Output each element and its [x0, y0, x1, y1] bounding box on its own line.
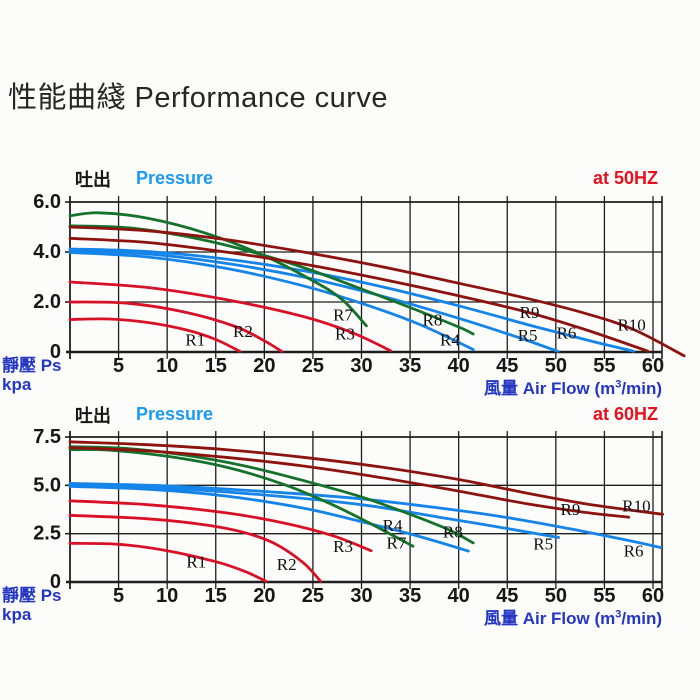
curve-label-r7: R7 [333, 306, 353, 325]
curve-r4 [68, 251, 475, 351]
curve-r1 [68, 317, 242, 353]
x-tick-label: 25 [302, 355, 324, 377]
curve-label-r9: R9 [520, 303, 540, 322]
x-tick-label: 15 [205, 355, 227, 377]
x-tick-label: 60 [642, 585, 664, 607]
curve-label-r6: R6 [557, 324, 577, 343]
pressure-label-cjk-60hz: 吐出 [75, 406, 111, 426]
curve-label-r1: R1 [185, 331, 205, 350]
curve-label-r7: R7 [387, 533, 407, 552]
y-axis-unit-line2: kpa [2, 375, 32, 394]
y-tick-label: 6.0 [33, 191, 61, 213]
y-axis-unit-line1: 靜壓 Ps [2, 356, 62, 375]
curve-label-r2: R2 [233, 322, 253, 341]
pressure-label-50hz: Pressure [136, 168, 214, 188]
curve-label-r3: R3 [333, 537, 353, 556]
curve-label-r4: R4 [440, 331, 460, 350]
x-tick-label: 40 [448, 585, 470, 607]
x-tick-label: 5 [113, 585, 124, 607]
curve-label-r8: R8 [443, 522, 463, 541]
x-tick-label: 20 [253, 585, 275, 607]
pressure-label-60hz: Pressure [136, 404, 214, 424]
curve-label-r9: R9 [560, 500, 580, 519]
y-axis-unit-line2: kpa [2, 605, 32, 624]
curve-r9 [68, 446, 631, 519]
curve-label-r8: R8 [423, 311, 443, 330]
curve-r2 [68, 513, 323, 583]
x-tick-label: 30 [350, 355, 372, 377]
x-tick-label: 45 [496, 585, 518, 607]
x-tick-label: 55 [593, 355, 615, 377]
y-tick-label: 7.5 [33, 426, 61, 448]
y-tick-label: 5.0 [33, 474, 61, 496]
x-tick-label: 35 [399, 355, 421, 377]
curve-r10 [68, 440, 665, 516]
x-tick-label: 20 [253, 355, 275, 377]
x-tick-label: 60 [642, 355, 664, 377]
y-axis-unit-line1: 靜壓 Ps [2, 586, 62, 605]
curve-label-r4: R4 [383, 516, 403, 535]
curve-label-r2: R2 [277, 555, 297, 574]
curve-r10 [68, 225, 686, 358]
x-tick-label: 25 [302, 585, 324, 607]
curve-label-r10: R10 [622, 497, 650, 516]
curve-label-r6: R6 [624, 542, 644, 561]
curve-r5 [68, 483, 561, 539]
y-tick-label: 2.0 [33, 291, 61, 313]
frequency-label-50hz: at 50HZ [592, 168, 658, 188]
curve-r7 [68, 211, 368, 328]
x-tick-label: 30 [350, 585, 372, 607]
curve-r5 [68, 249, 560, 353]
x-tick-label: 50 [545, 585, 567, 607]
x-axis-caption-50hz: 風量 Air Flow (m3/min) [483, 378, 662, 398]
curve-label-r1: R1 [186, 553, 206, 572]
curve-label-r5: R5 [533, 535, 553, 554]
x-tick-label: 35 [399, 585, 421, 607]
page-title: 性能曲綫 Performance curve [8, 82, 389, 114]
y-tick-label: 0 [50, 571, 61, 593]
curve-r4 [68, 484, 470, 553]
curve-r1 [68, 541, 268, 583]
pressure-label-cjk-50hz: 吐出 [75, 170, 111, 190]
y-tick-label: 2.5 [33, 523, 61, 545]
y-tick-label: 0 [50, 341, 61, 363]
x-tick-label: 50 [545, 355, 567, 377]
curve-r3 [68, 280, 392, 353]
curve-r9 [68, 236, 650, 353]
curve-label-r10: R10 [617, 316, 645, 335]
x-tick-label: 10 [156, 585, 178, 607]
x-axis-caption-60hz: 風量 Air Flow (m3/min) [483, 608, 662, 628]
x-tick-label: 15 [205, 585, 227, 607]
x-tick-label: 55 [593, 585, 615, 607]
frequency-label-60hz: at 60HZ [592, 404, 658, 424]
curve-r2 [68, 300, 284, 353]
x-tick-label: 40 [448, 355, 470, 377]
y-axis-unit-60hz: 靜壓 Ps kpa [2, 586, 62, 624]
curve-r6 [68, 482, 663, 549]
curve-r6 [68, 247, 635, 353]
curve-label-r5: R5 [518, 326, 538, 345]
curve-label-r3: R3 [335, 324, 355, 343]
curve-r3 [68, 499, 373, 553]
x-tick-label: 5 [113, 355, 124, 377]
x-tick-label: 10 [156, 355, 178, 377]
chart-60hz-canvas: 0 2.5 5.0 7.5 5 10 15 20 25 30 35 40 45 50 55 60 R1 R2 R3 R… [33, 426, 665, 607]
y-tick-label: 4.0 [33, 241, 61, 263]
y-axis-unit-50hz: 靜壓 Ps kpa [2, 356, 62, 394]
x-tick-label: 45 [496, 355, 518, 377]
